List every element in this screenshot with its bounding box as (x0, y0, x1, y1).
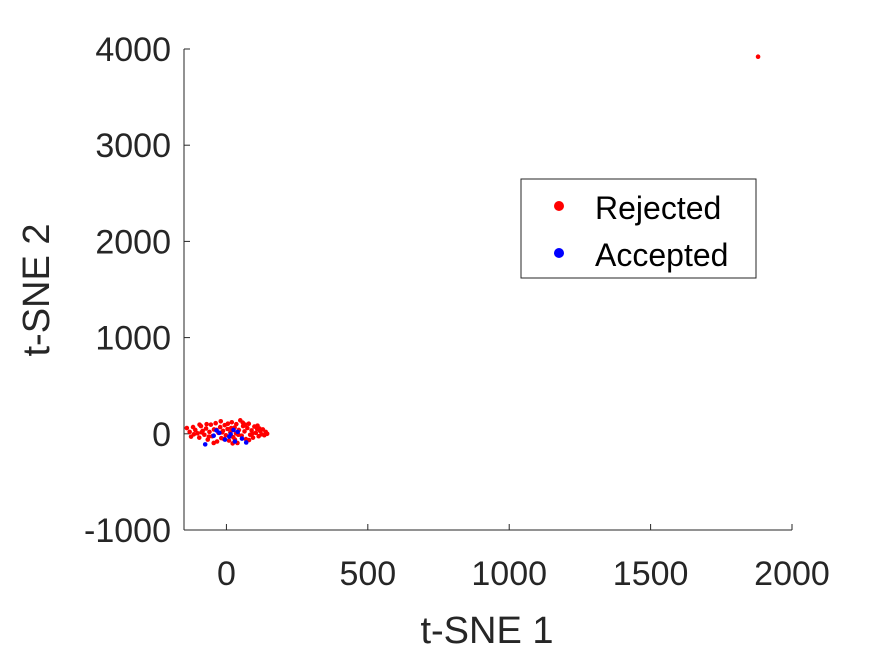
data-point-rejected (250, 435, 256, 440)
data-point-rejected (229, 419, 235, 425)
data-point-rejected (207, 429, 212, 435)
x-axis-label: t-SNE 1 (420, 610, 553, 652)
data-point-rejected (225, 426, 230, 432)
data-point-accepted (231, 427, 236, 433)
data-point-accepted (232, 439, 238, 444)
legend-label-accepted: Accepted (595, 237, 728, 273)
data-point-rejected (187, 429, 192, 435)
data-point-rejected (204, 421, 209, 427)
data-point-rejected (203, 426, 209, 431)
data-point-accepted (222, 437, 228, 442)
y-axis-label: t-SNE 2 (16, 223, 58, 356)
legend-marker-rejected (554, 201, 564, 211)
data-point-accepted (228, 431, 233, 437)
data-point-accepted (211, 433, 216, 439)
legend: Rejected Accepted (520, 178, 757, 279)
data-point-accepted (235, 429, 241, 435)
data-point-accepted (239, 436, 245, 441)
data-point-rejected (242, 429, 247, 434)
data-point-rejected (184, 425, 190, 431)
plot-area (183, 49, 792, 531)
x-tick-label: 2000 (754, 555, 830, 593)
points-layer (184, 54, 761, 447)
y-tick-label: 2000 (95, 223, 171, 261)
data-point-accepted (214, 428, 219, 433)
data-point-rejected (191, 431, 197, 437)
data-point-rejected (250, 431, 255, 436)
data-point-rejected (199, 430, 204, 435)
data-point-rejected (206, 434, 212, 439)
legend-marker-accepted (554, 248, 564, 258)
data-point-rejected (225, 421, 231, 426)
legend-box (520, 178, 757, 279)
data-point-rejected (217, 424, 223, 430)
x-tick-label: 0 (217, 555, 236, 593)
y-ticks: -1000 0 1000 2000 3000 4000 (84, 31, 190, 550)
data-point-rejected (218, 418, 224, 424)
x-ticks: 0 500 1000 1500 2000 (217, 524, 830, 593)
data-point-rejected (264, 431, 270, 437)
y-tick-label: -1000 (84, 512, 171, 550)
x-tick-label: 500 (339, 555, 396, 593)
data-point-rejected (211, 440, 216, 446)
y-tick-label: 3000 (95, 127, 171, 165)
data-point-rejected (197, 422, 202, 427)
x-tick-label: 1000 (471, 555, 547, 593)
legend-label-rejected: Rejected (595, 190, 721, 226)
data-point-rejected (245, 425, 250, 431)
data-point-rejected (193, 427, 198, 433)
y-tick-label: 1000 (95, 320, 171, 358)
x-tick-label: 1500 (613, 555, 689, 593)
data-point-rejected (253, 430, 259, 436)
data-point-rejected (255, 423, 260, 428)
y-tick-label: 0 (152, 416, 171, 454)
data-point-rejected (196, 435, 202, 440)
data-point-rejected (208, 422, 214, 427)
data-point-rejected (213, 420, 218, 426)
data-point-rejected (226, 438, 232, 443)
data-point-rejected (234, 421, 239, 427)
data-point-rejected (195, 431, 200, 436)
data-point-rejected (755, 54, 761, 59)
y-tick-label: 4000 (95, 31, 171, 69)
data-point-accepted (202, 442, 208, 447)
data-point-accepted (243, 440, 249, 445)
data-point-rejected (240, 420, 246, 426)
